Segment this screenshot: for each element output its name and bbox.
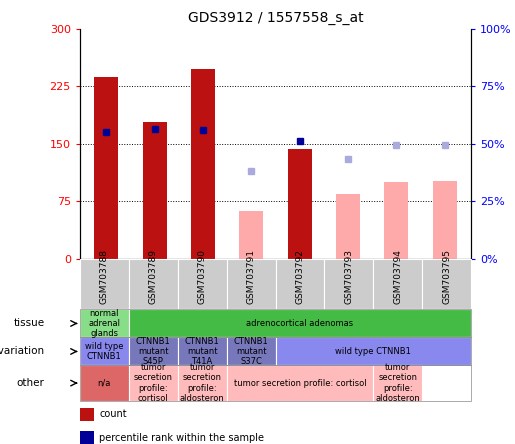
Text: adrenocortical adenomas: adrenocortical adenomas: [246, 319, 354, 328]
Text: n/a: n/a: [98, 379, 111, 388]
Bar: [80, 309, 129, 337]
Text: GSM703795: GSM703795: [442, 250, 451, 305]
Text: GSM703791: GSM703791: [247, 250, 255, 305]
Bar: [227, 365, 373, 400]
Text: percentile rank within the sample: percentile rank within the sample: [99, 433, 264, 443]
Text: tumor
secretion
profile:
aldosteron: tumor secretion profile: aldosteron: [375, 363, 420, 403]
Bar: [80, 365, 471, 400]
Text: count: count: [99, 409, 127, 419]
Bar: [276, 337, 471, 365]
Bar: [287, 149, 312, 259]
Bar: [94, 77, 118, 259]
Bar: [191, 69, 215, 259]
Bar: [178, 337, 227, 365]
Text: GSM703794: GSM703794: [393, 250, 402, 305]
Bar: [324, 259, 373, 309]
Bar: [178, 259, 227, 309]
Text: genotype/variation: genotype/variation: [0, 346, 45, 357]
Bar: [129, 365, 178, 400]
Bar: [80, 337, 471, 365]
Text: CTNNB1
mutant
T41A: CTNNB1 mutant T41A: [185, 337, 219, 366]
Text: tumor
secretion
profile:
cortisol: tumor secretion profile: cortisol: [134, 363, 173, 403]
Bar: [143, 123, 167, 259]
Text: tumor
secretion
profile:
aldosteron: tumor secretion profile: aldosteron: [180, 363, 225, 403]
Text: GSM703789: GSM703789: [149, 250, 158, 305]
Bar: [433, 181, 457, 259]
Bar: [80, 432, 94, 444]
Bar: [80, 365, 129, 400]
Bar: [227, 259, 276, 309]
Bar: [178, 365, 227, 400]
Text: wild type
CTNNB1: wild type CTNNB1: [85, 342, 124, 361]
Title: GDS3912 / 1557558_s_at: GDS3912 / 1557558_s_at: [187, 11, 364, 25]
Bar: [80, 337, 129, 365]
Bar: [129, 309, 471, 337]
Text: GSM703790: GSM703790: [198, 250, 207, 305]
Bar: [80, 259, 129, 309]
Text: tissue: tissue: [13, 318, 45, 329]
Bar: [422, 259, 471, 309]
Bar: [80, 309, 471, 337]
Text: GSM703788: GSM703788: [100, 250, 109, 305]
Bar: [276, 259, 324, 309]
Bar: [373, 365, 422, 400]
Bar: [336, 194, 360, 259]
Text: CTNNB1
mutant
S45P: CTNNB1 mutant S45P: [136, 337, 170, 366]
Text: GSM703792: GSM703792: [296, 250, 304, 305]
Text: normal
adrenal
glands: normal adrenal glands: [88, 309, 121, 338]
Bar: [227, 337, 276, 365]
Text: GSM703793: GSM703793: [345, 250, 353, 305]
Text: tumor secretion profile: cortisol: tumor secretion profile: cortisol: [234, 379, 366, 388]
Text: wild type CTNNB1: wild type CTNNB1: [335, 347, 411, 356]
Bar: [129, 259, 178, 309]
Bar: [80, 408, 94, 420]
Bar: [129, 337, 178, 365]
Bar: [384, 182, 408, 259]
Text: other: other: [16, 378, 45, 388]
Bar: [239, 211, 264, 259]
Bar: [373, 259, 422, 309]
Text: CTNNB1
mutant
S37C: CTNNB1 mutant S37C: [234, 337, 268, 366]
